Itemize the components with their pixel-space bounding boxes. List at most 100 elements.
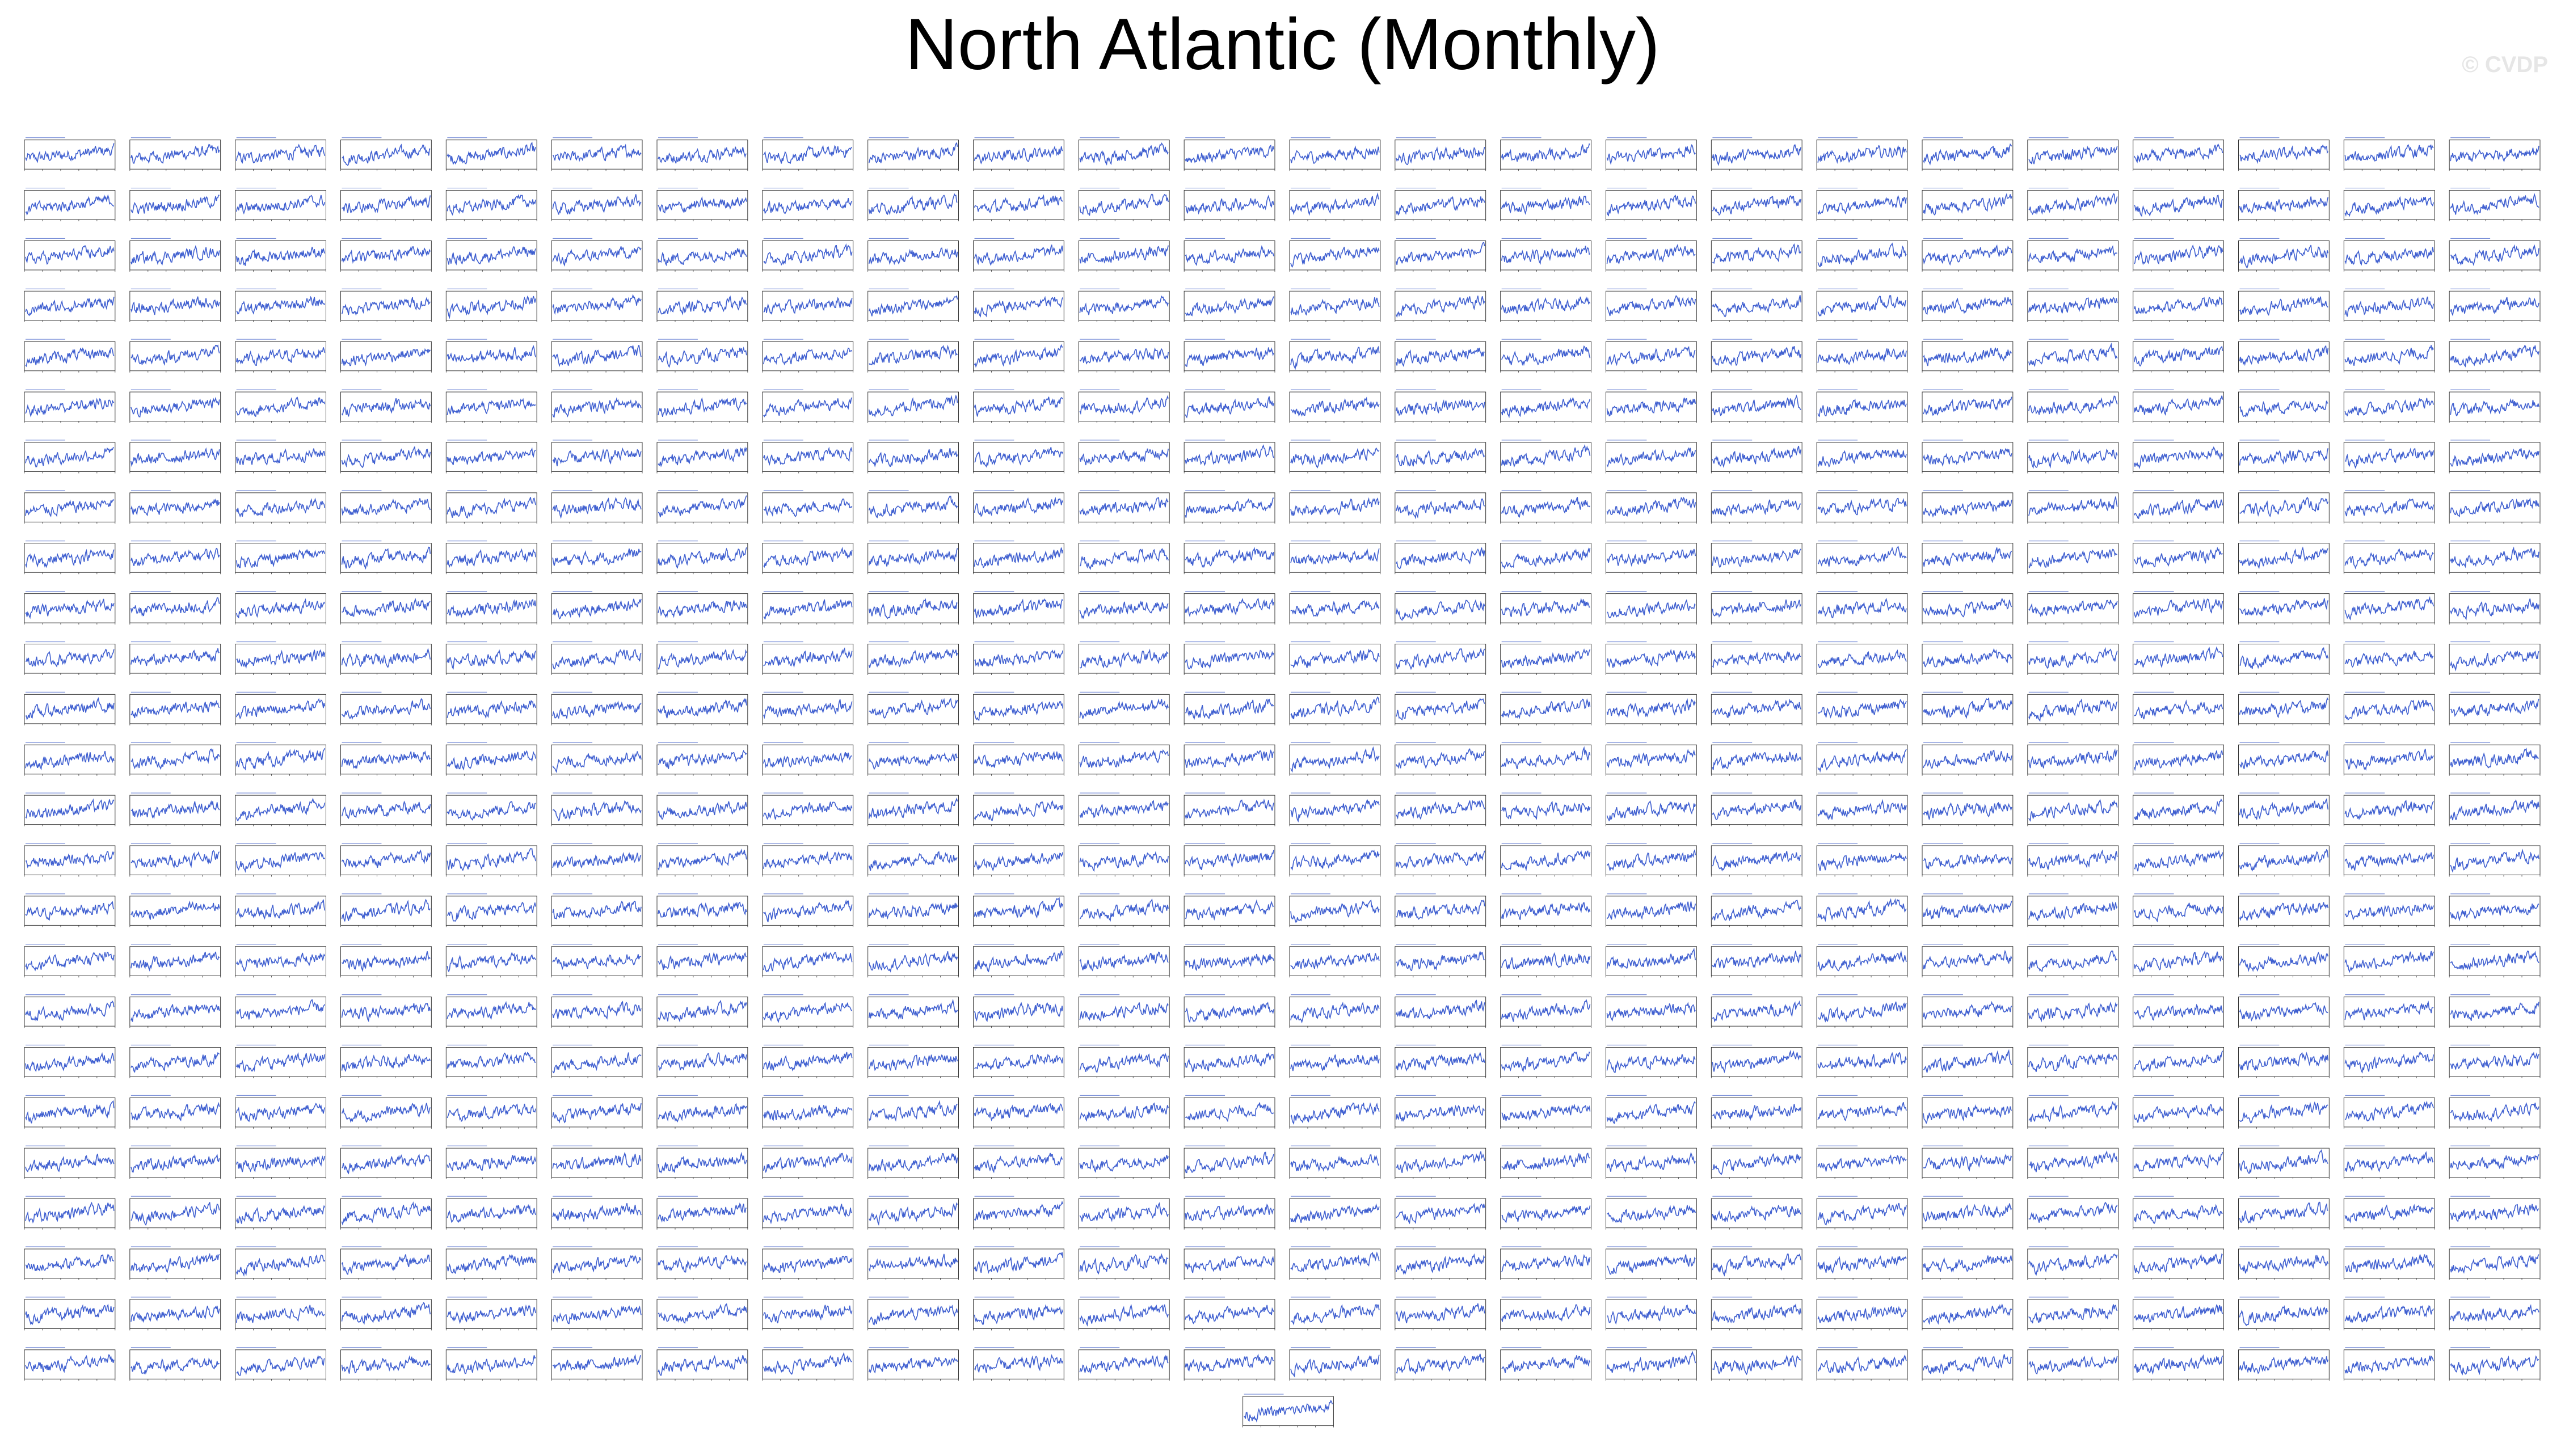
panel: [2449, 137, 2541, 171]
panel: [551, 137, 643, 171]
series-line: [2450, 193, 2539, 216]
series-line: [1712, 445, 1801, 469]
panel-frame: [1289, 190, 1381, 220]
panel: [1183, 440, 1275, 474]
panel-frame: [24, 492, 116, 522]
panel-frame: [2449, 946, 2541, 976]
panel-frame: [867, 694, 959, 724]
panel: [1078, 187, 1170, 222]
panel: [551, 742, 643, 776]
series-line: [1396, 899, 1485, 920]
panel: [2238, 742, 2330, 776]
series-line: [1079, 749, 1169, 768]
panel: [762, 691, 854, 725]
panel-frame: [1289, 795, 1381, 825]
panel-frame: [1183, 391, 1275, 422]
panel: [445, 389, 537, 423]
panel-frame: [1183, 593, 1275, 623]
panel: [1711, 1145, 1802, 1179]
panel-frame: [340, 946, 432, 976]
watermark: © CVDP: [2462, 52, 2548, 77]
panel: [235, 893, 326, 927]
panel-frame: [24, 391, 116, 422]
panel: [2449, 490, 2541, 524]
series-line: [447, 193, 536, 216]
panel: [445, 1095, 537, 1129]
panel: [1922, 994, 2014, 1028]
panel: [1395, 944, 1486, 978]
panel: [445, 590, 537, 625]
panel: [656, 590, 748, 625]
series-line: [1817, 398, 1907, 417]
panel-frame: [340, 391, 432, 422]
panel-frame: [973, 1097, 1064, 1128]
series-line: [552, 344, 642, 368]
series-line: [2239, 345, 2329, 366]
panel-frame: [2133, 744, 2224, 775]
panel-frame: [2027, 1147, 2119, 1178]
series-line: [447, 801, 536, 821]
panel: [1922, 541, 2014, 575]
panel-frame: [2133, 240, 2224, 271]
series-line: [1712, 499, 1801, 517]
panel-frame: [340, 1147, 432, 1178]
series-line: [2239, 448, 2329, 466]
panel: [1500, 893, 1591, 927]
series-line: [1817, 497, 1907, 516]
series-line: [2239, 849, 2329, 872]
panel-frame: [2027, 694, 2119, 724]
panel: [1922, 1145, 2014, 1179]
series-line: [1290, 447, 1380, 469]
panel-frame: [1922, 593, 2014, 623]
series-line: [1501, 902, 1591, 920]
panel: [2238, 440, 2330, 474]
panel: [973, 691, 1064, 725]
panel-frame: [551, 543, 643, 573]
series-line: [552, 194, 642, 215]
panel: [1711, 440, 1802, 474]
panel-frame: [2133, 140, 2224, 170]
panel: [2238, 389, 2330, 423]
panel: [1922, 339, 2014, 373]
series-line: [2239, 196, 2329, 214]
series-line: [130, 800, 220, 820]
series-line: [1606, 1002, 1696, 1022]
series-line: [2133, 749, 2223, 771]
series-line: [868, 1153, 958, 1172]
series-line: [1501, 850, 1591, 872]
panel: [1289, 1145, 1381, 1179]
series-line: [235, 999, 326, 1020]
series-line: [1712, 295, 1801, 318]
series-line: [1185, 953, 1274, 972]
panel: [867, 187, 959, 222]
series-line: [1185, 649, 1274, 670]
panel: [1183, 541, 1275, 575]
series-line: [130, 144, 220, 164]
series-line: [1923, 1104, 2012, 1125]
panel: [1606, 792, 1697, 826]
series-line: [25, 245, 115, 265]
panel-frame: [1183, 290, 1275, 321]
panel: [129, 339, 221, 373]
panel-frame: [2343, 442, 2435, 472]
series-line: [2344, 498, 2434, 517]
series-line: [236, 296, 326, 315]
panel-frame: [235, 643, 326, 674]
panel: [445, 641, 537, 676]
panel: [1711, 1044, 1802, 1079]
panel-frame: [1500, 1097, 1591, 1128]
series-line: [235, 144, 326, 164]
panel-frame: [973, 290, 1064, 321]
panel: [1816, 389, 1908, 423]
panel: [1606, 440, 1697, 474]
panel: [340, 893, 432, 927]
panel-frame: [1711, 946, 1802, 976]
series-line: [341, 951, 431, 973]
panel: [1711, 843, 1802, 877]
panel: [1183, 490, 1275, 524]
panel: [656, 944, 748, 978]
panel-frame: [1395, 845, 1486, 876]
panel-frame: [445, 795, 537, 825]
panel-frame: [2027, 946, 2119, 976]
series-line: [25, 143, 115, 163]
